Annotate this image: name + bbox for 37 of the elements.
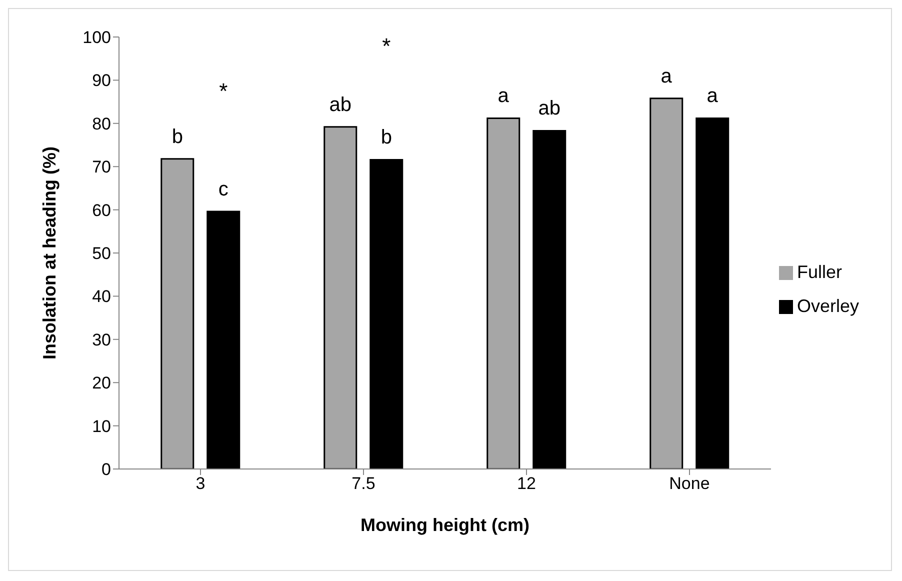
data-label: b [172,126,183,148]
bar [206,210,240,469]
bar [370,158,404,469]
data-label: ab [538,98,560,120]
y-tick-label: 10 [92,416,111,436]
data-label: a [706,85,719,108]
y-tick-label: 20 [92,374,111,393]
y-tick-label: 100 [82,28,111,48]
x-axis-title: Mowing height (cm) [360,515,530,535]
x-tick-label: None [669,474,710,494]
x-tick-label: 3 [196,474,206,494]
y-tick-label: 90 [92,71,111,90]
bar [486,117,520,469]
data-label: c [218,178,228,201]
bar [532,130,566,469]
bar [650,98,684,469]
y-tick-label: 30 [92,330,111,350]
annotation: * [219,78,228,104]
bar [324,126,358,469]
y-tick-label: 40 [92,287,111,306]
annotation: * [382,33,392,58]
data-label: ab [329,94,352,116]
bar [160,158,194,469]
data-label: a [498,85,510,108]
y-tick-label: 0 [102,460,111,480]
y-tick-label: 60 [92,200,111,220]
data-label: a [660,65,673,88]
x-tick-label: 7.5 [352,474,376,494]
legend-label: Fuller [796,262,842,282]
x-tick-label: 12 [517,474,536,494]
bar [696,117,730,469]
y-tick-label: 50 [92,244,111,264]
y-tick-label: 70 [92,158,111,177]
data-label: b [380,126,392,149]
y-axis-title: Insolation at heading (%) [39,146,60,360]
y-tick-label: 80 [92,114,111,134]
legend-label: Overley [796,296,859,316]
